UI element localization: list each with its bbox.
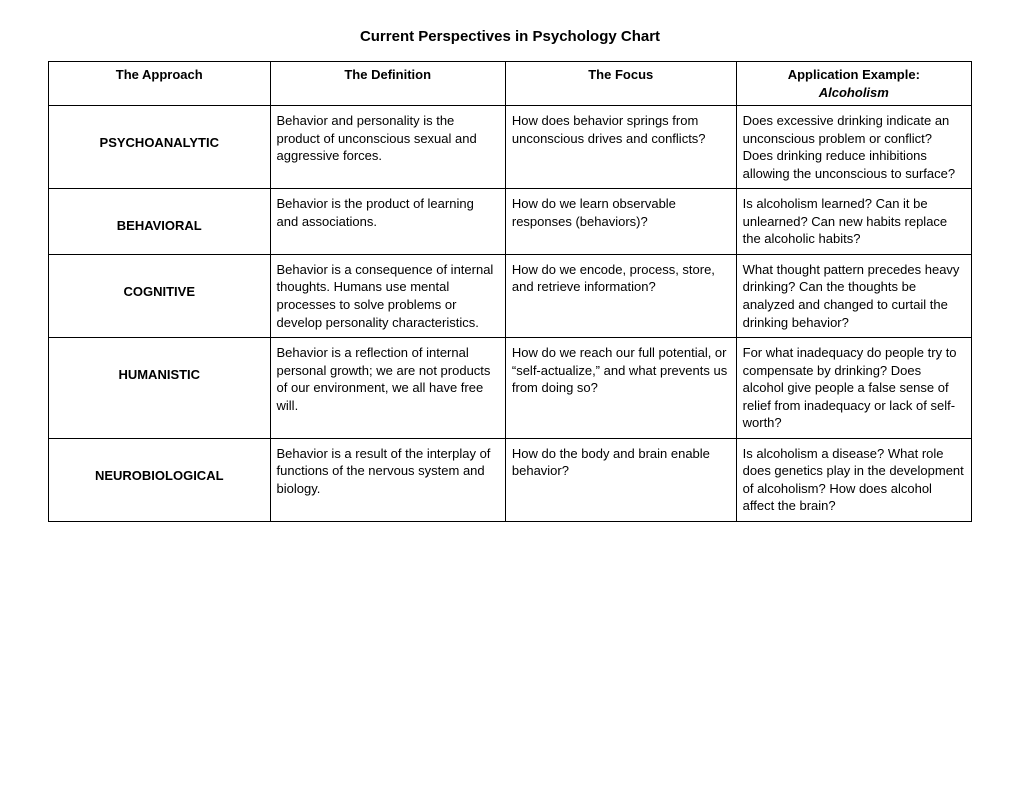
table-body: PSYCHOANALYTIC Behavior and personality … <box>49 106 972 522</box>
cell-application: What thought pattern precedes heavy drin… <box>736 254 971 337</box>
col-approach: The Approach <box>49 62 271 106</box>
cell-approach: PSYCHOANALYTIC <box>49 106 271 189</box>
col-application: Application Example: Alcoholism <box>736 62 971 106</box>
table-row: COGNITIVE Behavior is a consequence of i… <box>49 254 972 337</box>
chart-title: Current Perspectives in Psychology Chart <box>48 28 972 45</box>
cell-application: Is alcoholism learned? Can it be unlearn… <box>736 189 971 255</box>
cell-approach: COGNITIVE <box>49 254 271 337</box>
table-header-row: The Approach The Definition The Focus Ap… <box>49 62 972 106</box>
cell-definition: Behavior and personality is the product … <box>270 106 505 189</box>
cell-approach: HUMANISTIC <box>49 338 271 439</box>
cell-focus: How do we encode, process, store, and re… <box>505 254 736 337</box>
cell-focus: How do we learn observable responses (be… <box>505 189 736 255</box>
table-row: HUMANISTIC Behavior is a reflection of i… <box>49 338 972 439</box>
cell-focus: How do we reach our full potential, or “… <box>505 338 736 439</box>
cell-application: Is alcoholism a disease? What role does … <box>736 438 971 521</box>
cell-application: For what inadequacy do people try to com… <box>736 338 971 439</box>
table-row: NEUROBIOLOGICAL Behavior is a result of … <box>49 438 972 521</box>
table-row: BEHAVIORAL Behavior is the product of le… <box>49 189 972 255</box>
cell-focus: How do the body and brain enable behavio… <box>505 438 736 521</box>
col-definition: The Definition <box>270 62 505 106</box>
col-application-line1: Application Example: <box>788 67 920 82</box>
cell-focus: How does behavior springs from unconscio… <box>505 106 736 189</box>
perspectives-table: The Approach The Definition The Focus Ap… <box>48 61 972 522</box>
cell-approach: NEUROBIOLOGICAL <box>49 438 271 521</box>
table-row: PSYCHOANALYTIC Behavior and personality … <box>49 106 972 189</box>
cell-definition: Behavior is a result of the interplay of… <box>270 438 505 521</box>
document-page: Current Perspectives in Psychology Chart… <box>0 0 1020 522</box>
cell-approach: BEHAVIORAL <box>49 189 271 255</box>
col-focus: The Focus <box>505 62 736 106</box>
col-application-line2: Alcoholism <box>743 84 965 102</box>
cell-definition: Behavior is a consequence of internal th… <box>270 254 505 337</box>
cell-definition: Behavior is a reflection of internal per… <box>270 338 505 439</box>
cell-definition: Behavior is the product of learning and … <box>270 189 505 255</box>
cell-application: Does excessive drinking indicate an unco… <box>736 106 971 189</box>
